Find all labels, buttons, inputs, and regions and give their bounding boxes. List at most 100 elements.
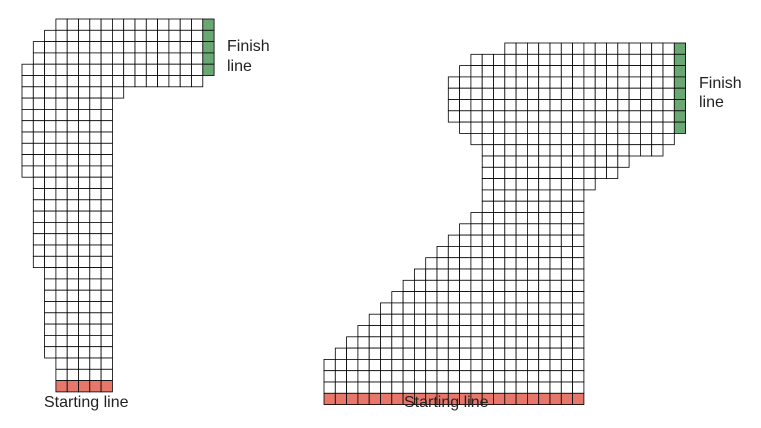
track-cell — [628, 53, 641, 66]
track-cell — [560, 189, 573, 202]
track-cell — [481, 381, 494, 394]
track-cell — [617, 99, 630, 112]
track-cell — [470, 358, 483, 372]
track-cell — [527, 121, 540, 134]
track-cell — [572, 178, 585, 191]
track-cell — [402, 336, 415, 349]
track-cell — [527, 336, 540, 349]
track-cell — [538, 234, 551, 247]
track-cell — [572, 166, 585, 180]
track-cell — [504, 178, 517, 191]
track-cell — [66, 63, 79, 76]
track-cell — [78, 75, 91, 88]
track-cell — [617, 121, 630, 134]
track-cell — [32, 120, 45, 133]
track-cell — [504, 99, 517, 112]
track-cell — [515, 223, 528, 236]
track-cell — [436, 358, 449, 372]
track-cell — [425, 268, 438, 281]
track-cell — [436, 245, 449, 259]
track-cell — [78, 142, 91, 156]
track-cell — [89, 312, 102, 325]
finish-cell — [202, 41, 215, 54]
track-cell — [447, 358, 460, 372]
track-cell — [55, 165, 68, 178]
track-cell — [617, 155, 630, 168]
track-cell — [100, 142, 113, 156]
track-cell — [481, 65, 494, 78]
track-cell — [504, 336, 517, 349]
track-cell — [560, 76, 573, 89]
track-cell — [459, 65, 472, 78]
track-cell — [504, 268, 517, 281]
track-cell — [145, 41, 159, 54]
track-cell — [549, 257, 562, 270]
track-cell — [493, 132, 506, 146]
start-cell — [380, 392, 393, 405]
track-cell — [368, 370, 381, 383]
track-cell — [549, 212, 562, 225]
track-cell — [66, 312, 79, 325]
track-cell — [515, 132, 528, 146]
track-cell — [402, 291, 415, 304]
track-cell — [66, 109, 79, 122]
track-cell — [481, 76, 494, 89]
track-cell — [470, 257, 483, 270]
track-cell — [168, 63, 181, 76]
track-cell — [515, 99, 528, 112]
track-cell — [323, 370, 336, 383]
track-cell — [504, 302, 517, 315]
track-cell — [89, 176, 102, 189]
track-cell — [436, 370, 449, 383]
track-cell — [157, 75, 170, 88]
track-cell — [66, 323, 79, 336]
track-cell — [538, 178, 551, 191]
track-cell — [527, 313, 540, 326]
track-cell — [402, 370, 415, 383]
track-cell — [504, 144, 517, 157]
track-cell — [651, 144, 664, 157]
track-cell — [481, 325, 494, 338]
track-cell — [447, 257, 460, 270]
track-cell — [538, 87, 551, 100]
track-cell — [606, 132, 619, 146]
track-cell — [459, 325, 472, 338]
track-cell — [628, 87, 641, 100]
finish-cell — [202, 18, 215, 31]
track-cell — [89, 346, 102, 359]
track-cell — [21, 63, 34, 76]
track-cell — [66, 86, 79, 99]
track-cell — [470, 110, 483, 123]
track-cell — [617, 65, 630, 78]
track-cell — [515, 200, 528, 213]
track-cell — [21, 131, 34, 144]
track-cell — [560, 42, 573, 55]
track-cell — [78, 41, 91, 54]
track-cell — [515, 87, 528, 100]
track-cell — [413, 325, 427, 338]
start-cell — [504, 392, 517, 405]
track-cell — [640, 87, 653, 100]
track-cell — [617, 76, 630, 89]
track-cell — [459, 291, 472, 304]
track-cell — [515, 257, 528, 270]
finish-label-right-line1: Finish — [699, 75, 742, 92]
track-cell — [560, 200, 573, 213]
track-cell — [606, 76, 619, 89]
track-cell — [515, 291, 528, 304]
track-cell — [515, 336, 528, 349]
track-cell — [402, 381, 415, 394]
track-cell — [55, 221, 68, 235]
track-cell — [470, 370, 483, 383]
track-cell — [100, 368, 113, 381]
track-cell — [145, 75, 159, 88]
track-cell — [560, 110, 573, 123]
track-cell — [425, 358, 438, 372]
track-cell — [662, 76, 675, 89]
track-cell — [515, 76, 528, 89]
track-cell — [515, 245, 528, 259]
track-cell — [470, 76, 483, 89]
track-cell — [470, 65, 483, 78]
track-cell — [549, 76, 562, 89]
track-cell — [447, 87, 460, 100]
